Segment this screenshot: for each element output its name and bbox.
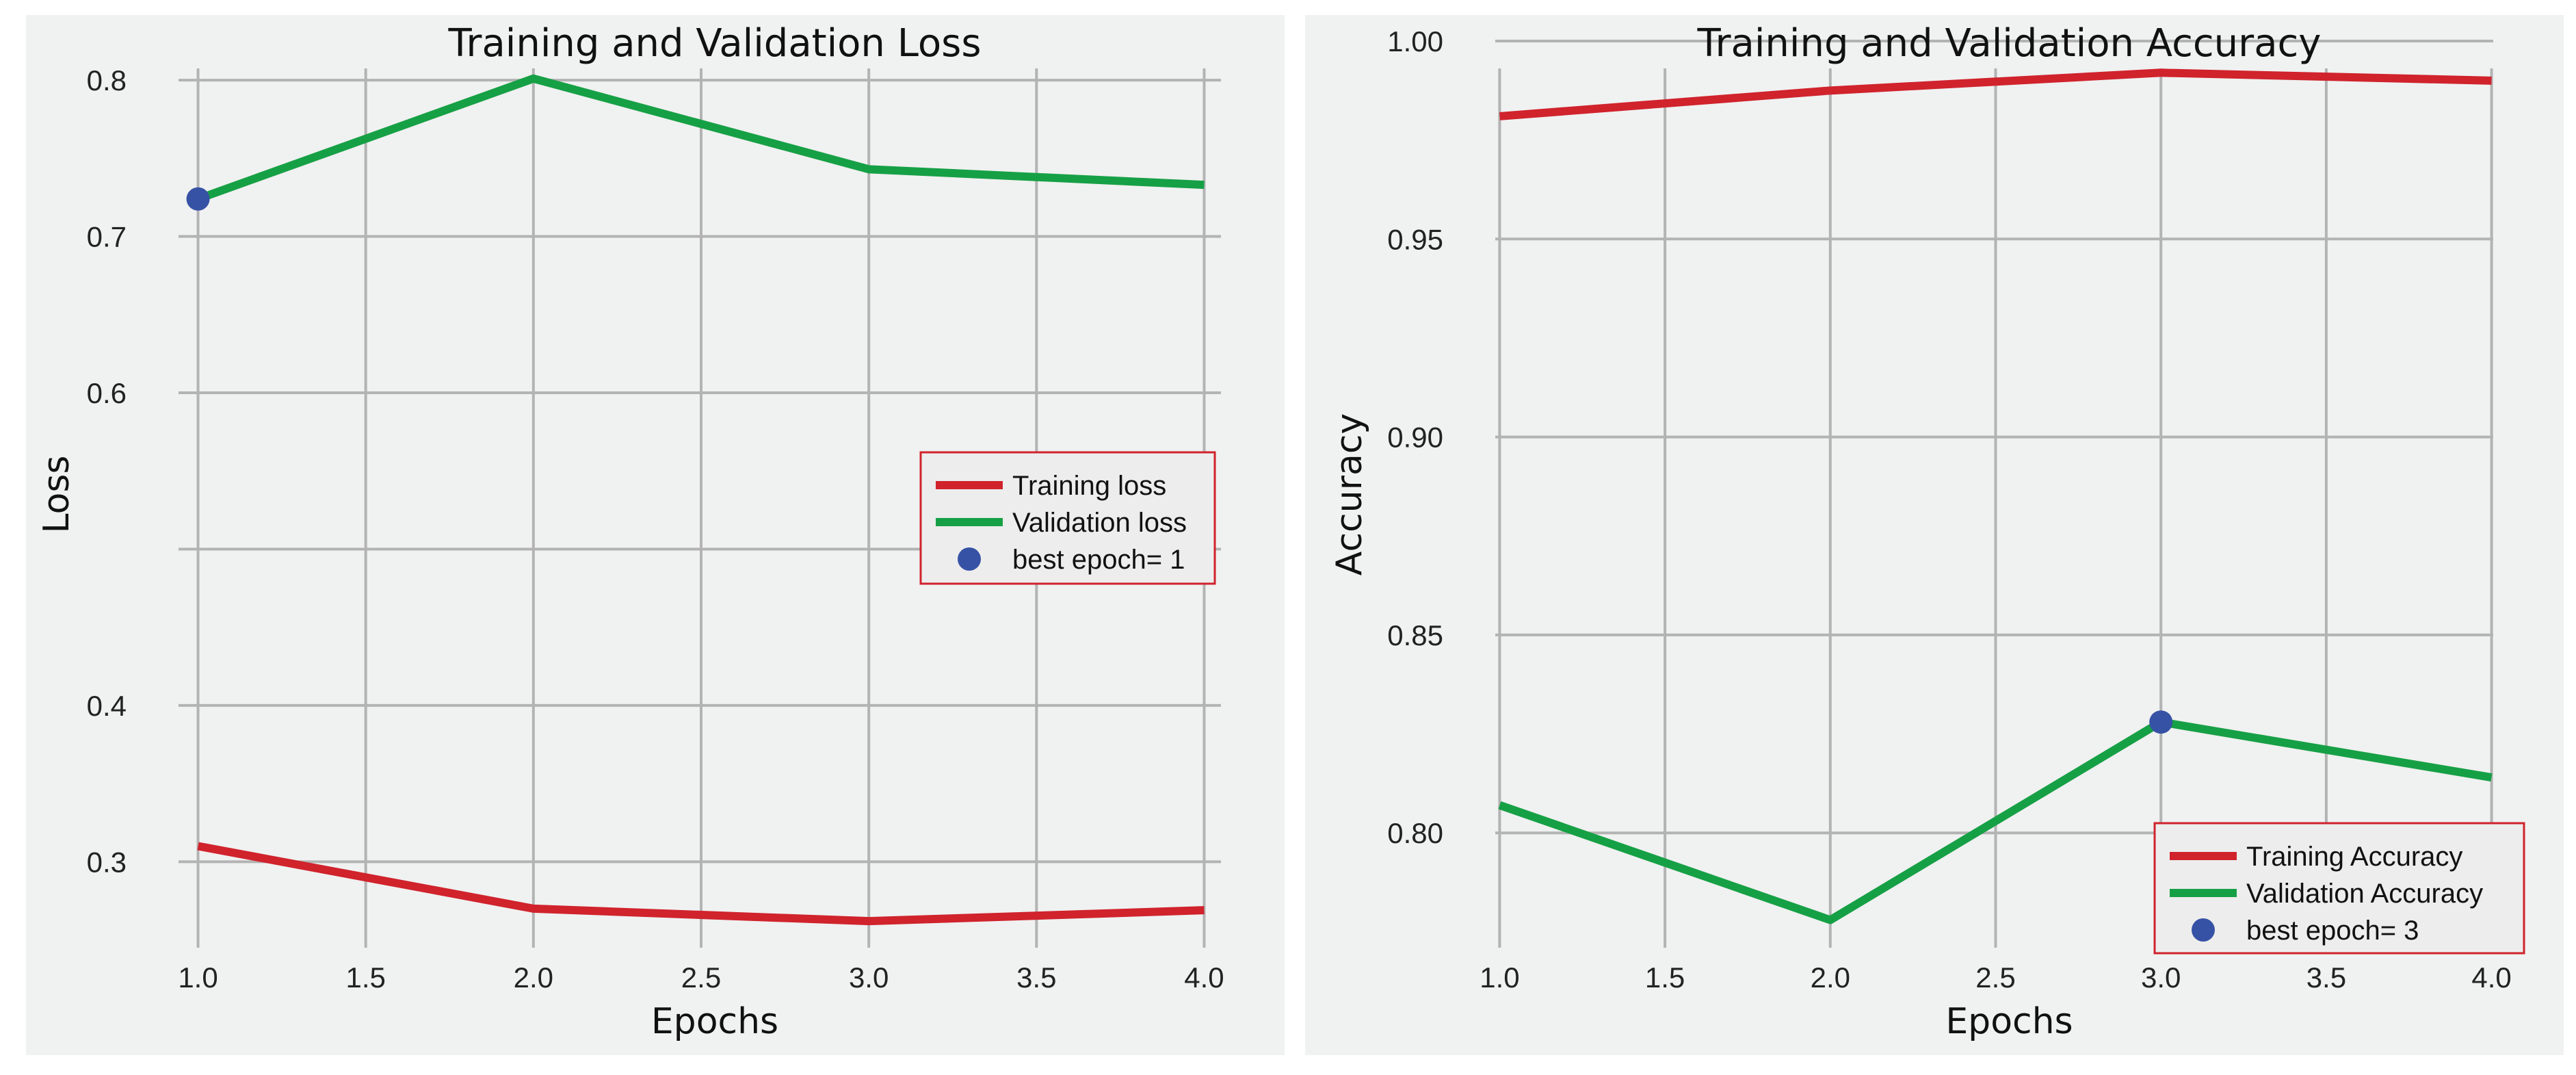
loss-x-tick-label: 2.5 — [681, 961, 721, 994]
accuracy-legend-label-training: Training Accuracy — [2246, 842, 2462, 872]
loss-best-epoch-point — [186, 187, 210, 211]
accuracy-legend-box — [2153, 822, 2525, 955]
accuracy-x-tick-label: 1.5 — [1645, 961, 1685, 994]
loss-y-tick-label: 0.3 — [87, 846, 127, 878]
loss-legend: Training loss Validation loss best epoch= … — [919, 451, 1216, 585]
accuracy-legend-swatch-best-epoch — [2192, 918, 2215, 942]
loss-x-tick-label: 4.0 — [1184, 961, 1224, 994]
loss-y-tick-label: 0.6 — [87, 377, 127, 409]
loss-chart: 1.0 1.5 2.0 2.5 3.0 3.5 4.0 0.3 0.4 0.6 0.7 0.8 Trai… — [36, 21, 1224, 1042]
loss-legend-swatch-best-epoch — [958, 547, 981, 571]
accuracy-chart-title: Training and Validation Accuracy — [1697, 21, 2322, 66]
accuracy-x-tick-label: 4.0 — [2471, 961, 2511, 994]
accuracy-y-tick-label: 0.90 — [1387, 422, 1443, 454]
accuracy-legend-label-best-epoch: best epoch= 3 — [2246, 916, 2419, 946]
accuracy-x-tick-label: 2.5 — [1975, 961, 2015, 994]
loss-legend-label-validation: Validation loss — [1012, 508, 1187, 538]
accuracy-x-tick-label: 3.5 — [2306, 961, 2346, 994]
loss-series-line-validation — [196, 74, 1205, 203]
accuracy-y-tick-label: 1.00 — [1387, 25, 1443, 57]
loss-x-tick-label: 1.5 — [345, 961, 385, 994]
loss-y-tick-label: 0.7 — [87, 221, 127, 253]
loss-y-axis-label: Loss — [36, 455, 77, 533]
loss-chart-title: Training and Validation Loss — [447, 21, 981, 66]
accuracy-chart: 1.0 1.5 2.0 2.5 3.0 3.5 4.0 0.80 0.85 0.90 0.95 1.0… — [1329, 21, 2525, 1042]
loss-x-tick-label: 1.0 — [178, 961, 218, 994]
accuracy-best-epoch-point — [2149, 710, 2173, 734]
accuracy-x-tick-label: 1.0 — [1480, 961, 1519, 994]
loss-x-axis-label: Epochs — [651, 1001, 778, 1042]
accuracy-y-axis-label: Accuracy — [1329, 413, 1370, 575]
accuracy-x-tick-label: 2.0 — [1811, 961, 1850, 994]
loss-x-tick-label: 3.5 — [1016, 961, 1056, 994]
loss-x-tick-label: 3.0 — [849, 961, 889, 994]
loss-legend-label-best-epoch: best epoch= 1 — [1012, 545, 1185, 575]
loss-series-line-training — [197, 842, 1205, 926]
accuracy-legend: Training Accuracy Validation Accuracy best… — [2153, 822, 2525, 955]
accuracy-y-tick-label: 0.95 — [1387, 223, 1443, 255]
accuracy-x-tick-label: 3.0 — [2141, 961, 2181, 994]
loss-y-tick-label: 0.4 — [87, 690, 127, 722]
accuracy-y-tick-label: 0.80 — [1387, 817, 1443, 849]
accuracy-series-line-validation — [1498, 718, 2493, 924]
accuracy-series-line-training — [1499, 68, 2492, 120]
loss-legend-label-training: Training loss — [1012, 471, 1166, 501]
loss-y-tick-label: 0.8 — [87, 64, 127, 96]
accuracy-y-tick-label: 0.85 — [1387, 619, 1443, 651]
accuracy-legend-label-validation: Validation Accuracy — [2246, 879, 2483, 909]
accuracy-x-axis-label: Epochs — [1945, 1001, 2073, 1042]
loss-x-tick-label: 2.0 — [514, 961, 553, 994]
